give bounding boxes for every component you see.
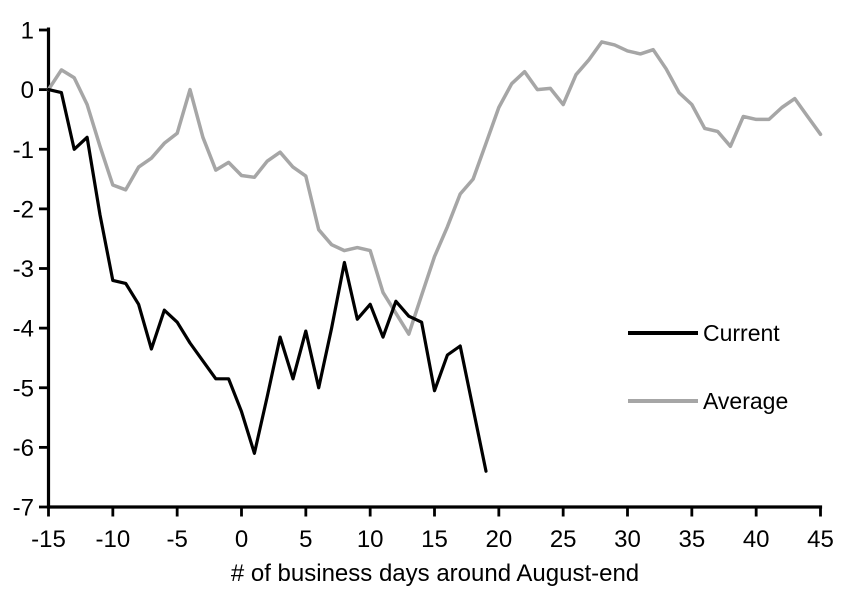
y-tick-label: 0: [21, 77, 34, 104]
y-tick-label: -6: [13, 435, 34, 462]
x-tick-label: 20: [485, 526, 512, 553]
y-tick-label: -3: [13, 256, 34, 283]
y-tick-label: -7: [13, 495, 34, 522]
x-tick-label: 40: [743, 526, 770, 553]
x-axis-title: # of business days around August-end: [230, 560, 640, 587]
y-tick-label: -5: [13, 375, 34, 402]
current-line-swatch: [628, 331, 698, 335]
x-tick-label: 10: [357, 526, 384, 553]
x-tick-label: -15: [31, 526, 66, 553]
legend-item-current: Current: [628, 320, 780, 346]
x-tick-label: 45: [807, 526, 834, 553]
y-tick-label: -1: [13, 137, 34, 164]
legend-label-average: Average: [703, 388, 789, 414]
average-line-swatch: [628, 399, 698, 403]
x-tick-label: 15: [421, 526, 448, 553]
x-tick-label: 25: [550, 526, 577, 553]
legend-label-current: Current: [703, 320, 780, 346]
x-tick-label: 0: [235, 526, 248, 553]
series-line-current: [46, 87, 488, 473]
legend-item-average: Average: [628, 388, 788, 414]
x-tick-label: 30: [614, 526, 641, 553]
x-tick-label: -10: [95, 526, 130, 553]
y-tick-label: -2: [13, 196, 34, 223]
x-tick-label: -5: [166, 526, 187, 553]
y-tick-label: -4: [13, 316, 34, 343]
y-tick-label: 1: [21, 18, 34, 45]
series-line-average: [46, 40, 823, 336]
x-tick-label: 35: [678, 526, 705, 553]
x-tick-label: 5: [299, 526, 312, 553]
